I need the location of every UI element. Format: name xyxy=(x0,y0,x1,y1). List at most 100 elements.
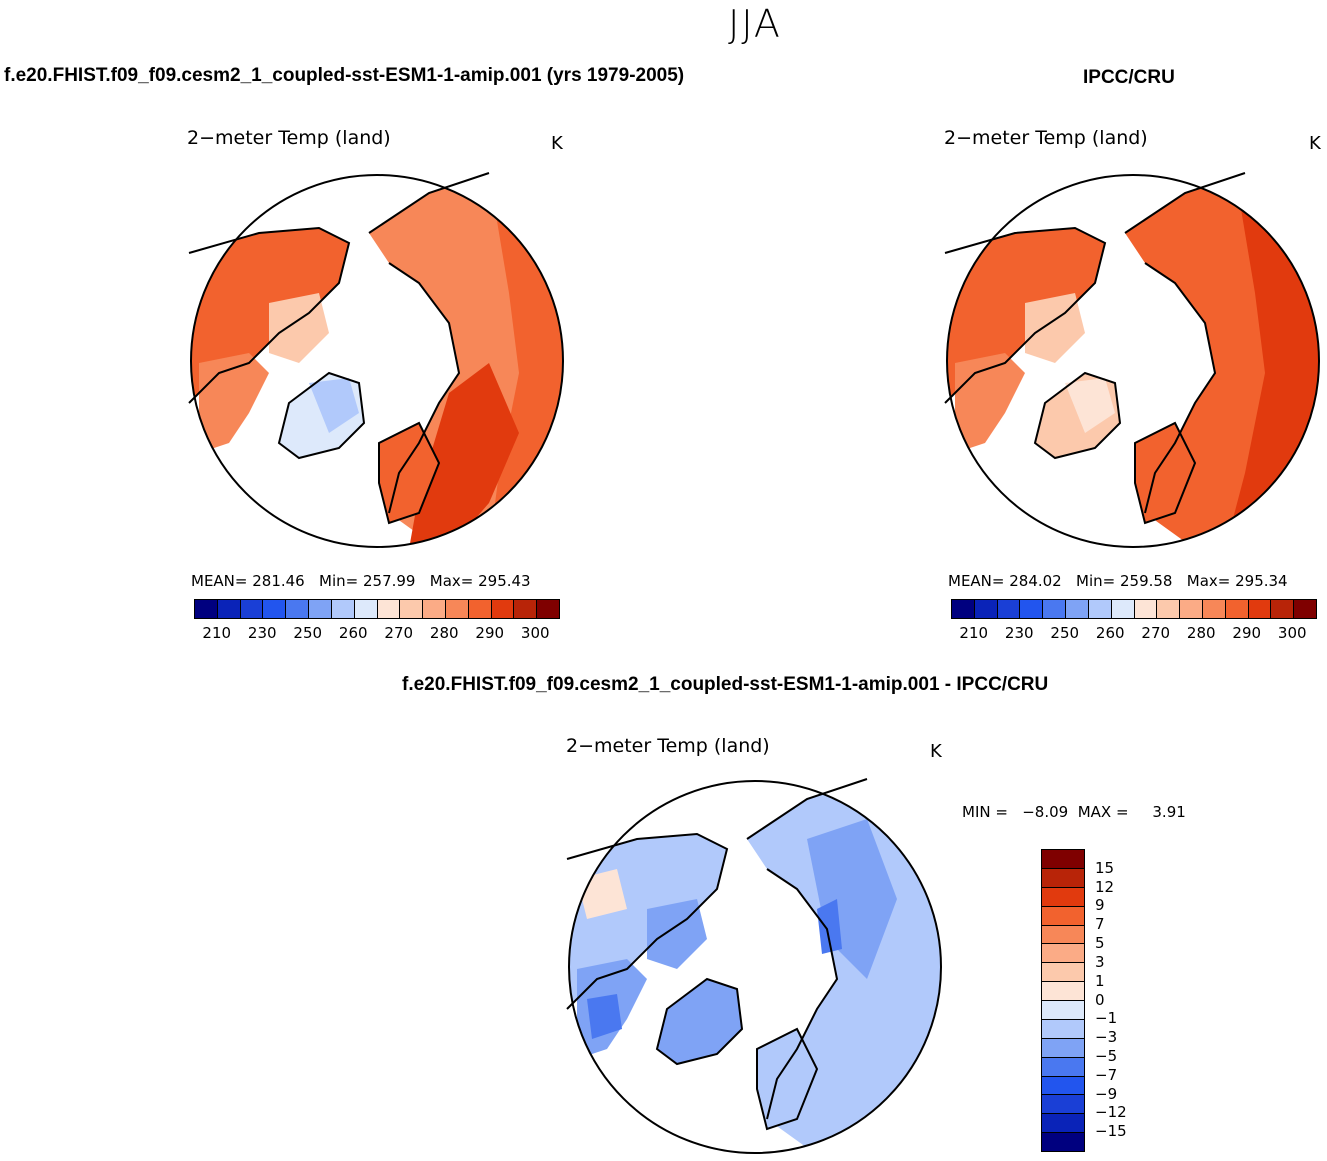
colorbar-swatch xyxy=(1202,600,1226,618)
diff-unit-label: K xyxy=(930,741,942,762)
colorbar-swatch xyxy=(1248,600,1272,618)
model-panel-title: 2−meter Temp (land) xyxy=(187,127,391,149)
colorbar-swatch xyxy=(1066,600,1089,618)
diff-coastlines xyxy=(566,778,868,1131)
colorbar-tick-label: −15 xyxy=(1095,1122,1127,1141)
colorbar-swatch xyxy=(1042,982,1084,1001)
colorbar-swatch xyxy=(309,600,332,618)
colorbar-swatch xyxy=(1042,868,1084,888)
colorbar-tick-label: 300 xyxy=(1277,624,1307,642)
colorbar-swatch xyxy=(1042,906,1084,926)
model-coastlines xyxy=(188,172,490,525)
colorbar-swatch xyxy=(377,600,401,618)
colorbar-swatch xyxy=(468,600,492,618)
model-unit-label: K xyxy=(551,133,563,154)
colorbar-tick-label: 280 xyxy=(429,624,459,642)
colorbar-swatch xyxy=(423,600,446,618)
colorbar-swatch xyxy=(997,600,1021,618)
colorbar-tick-label: 7 xyxy=(1095,915,1105,934)
colorbar-swatch xyxy=(974,600,998,618)
model-stats: MEAN= 281.46 Min= 257.99 Max= 295.43 xyxy=(191,572,531,590)
model-polar-map xyxy=(188,172,564,548)
colorbar-tick-label: 260 xyxy=(1095,624,1125,642)
obs-panel-title: 2−meter Temp (land) xyxy=(944,127,1148,149)
model-colorbar-ticks: 210 230 250 260 270 280 290 300 xyxy=(194,624,558,644)
colorbar-tick-label: 1 xyxy=(1095,971,1105,990)
colorbar-tick-label: −3 xyxy=(1095,1028,1118,1047)
diff-polar-map xyxy=(566,778,942,1154)
colorbar-swatch xyxy=(1042,850,1084,869)
colorbar-swatch xyxy=(286,600,310,618)
colorbar-tick-label: −5 xyxy=(1095,1046,1118,1065)
obs-coastlines xyxy=(944,172,1246,525)
colorbar-swatch xyxy=(1042,963,1084,983)
colorbar-tick-label: 5 xyxy=(1095,934,1105,953)
colorbar-swatch xyxy=(1111,600,1135,618)
diff-map-boundary xyxy=(568,780,942,1154)
colorbar-tick-label: 0 xyxy=(1095,990,1105,1009)
colorbar-swatch xyxy=(354,600,378,618)
obs-colorbar xyxy=(951,599,1317,619)
colorbar-swatch xyxy=(1042,1038,1084,1058)
colorbar-swatch xyxy=(1020,600,1044,618)
colorbar-tick-label: 210 xyxy=(202,624,232,642)
colorbar-swatch xyxy=(400,600,424,618)
colorbar-swatch xyxy=(1088,600,1112,618)
model-case-header: f.e20.FHIST.f09_f09.cesm2_1_coupled-sst-… xyxy=(4,65,685,86)
colorbar-tick-label: 270 xyxy=(384,624,414,642)
colorbar-swatch xyxy=(1042,887,1084,907)
colorbar-swatch xyxy=(240,600,264,618)
colorbar-tick-label: 250 xyxy=(1050,624,1080,642)
colorbar-swatch xyxy=(1042,1019,1084,1039)
colorbar-tick-label: −12 xyxy=(1095,1103,1127,1122)
difference-header: f.e20.FHIST.f09_f09.cesm2_1_coupled-sst-… xyxy=(402,674,1049,695)
colorbar-swatch xyxy=(263,600,287,618)
colorbar-tick-label: 290 xyxy=(1232,624,1262,642)
model-colorbar xyxy=(194,599,560,619)
season-title: JJA xyxy=(728,2,782,46)
colorbar-swatch xyxy=(1157,600,1181,618)
colorbar-swatch xyxy=(1042,1076,1084,1096)
colorbar-tick-label: 260 xyxy=(338,624,368,642)
colorbar-tick-label: 12 xyxy=(1095,877,1115,896)
colorbar-tick-label: 300 xyxy=(520,624,550,642)
colorbar-tick-label: 3 xyxy=(1095,952,1105,971)
diff-colorbar xyxy=(1041,849,1085,1152)
diff-land-fill xyxy=(569,781,941,1153)
model-map-boundary xyxy=(190,174,564,548)
colorbar-swatch xyxy=(1042,944,1084,964)
colorbar-swatch xyxy=(217,600,241,618)
colorbar-tick-label: 270 xyxy=(1141,624,1171,642)
colorbar-tick-label: 280 xyxy=(1186,624,1216,642)
colorbar-swatch xyxy=(1134,600,1158,618)
colorbar-swatch xyxy=(1271,600,1295,618)
colorbar-swatch xyxy=(491,600,515,618)
colorbar-swatch xyxy=(1225,600,1249,618)
colorbar-tick-label: 230 xyxy=(247,624,277,642)
obs-land-fill xyxy=(947,175,1319,547)
colorbar-swatch xyxy=(1180,600,1203,618)
colorbar-tick-label: 15 xyxy=(1095,858,1115,877)
diff-stats: MIN = −8.09 MAX = 3.91 xyxy=(962,803,1186,821)
colorbar-tick-label: 250 xyxy=(293,624,323,642)
colorbar-tick-label: 9 xyxy=(1095,896,1105,915)
model-land-fill xyxy=(191,175,563,547)
colorbar-swatch xyxy=(1042,1114,1084,1134)
colorbar-swatch xyxy=(1294,600,1316,618)
obs-map-boundary xyxy=(946,174,1320,548)
colorbar-swatch xyxy=(537,600,559,618)
colorbar-swatch xyxy=(1042,1057,1084,1077)
colorbar-swatch xyxy=(445,600,469,618)
colorbar-swatch xyxy=(195,600,218,618)
obs-stats: MEAN= 284.02 Min= 259.58 Max= 295.34 xyxy=(948,572,1288,590)
colorbar-swatch xyxy=(1042,1001,1084,1020)
colorbar-swatch xyxy=(1042,1133,1084,1151)
obs-unit-label: K xyxy=(1309,133,1321,154)
obs-colorbar-ticks: 210 230 250 260 270 280 290 300 xyxy=(951,624,1315,644)
obs-polar-map xyxy=(944,172,1320,548)
colorbar-tick-label: −1 xyxy=(1095,1009,1118,1028)
diff-colorbar-ticks: 15 12 9 7 5 3 1 0 −1 −3 −5 −7 −9 −12 −15 xyxy=(1095,849,1135,1150)
colorbar-swatch xyxy=(1043,600,1067,618)
colorbar-swatch xyxy=(1042,1095,1084,1115)
colorbar-tick-label: 230 xyxy=(1004,624,1034,642)
